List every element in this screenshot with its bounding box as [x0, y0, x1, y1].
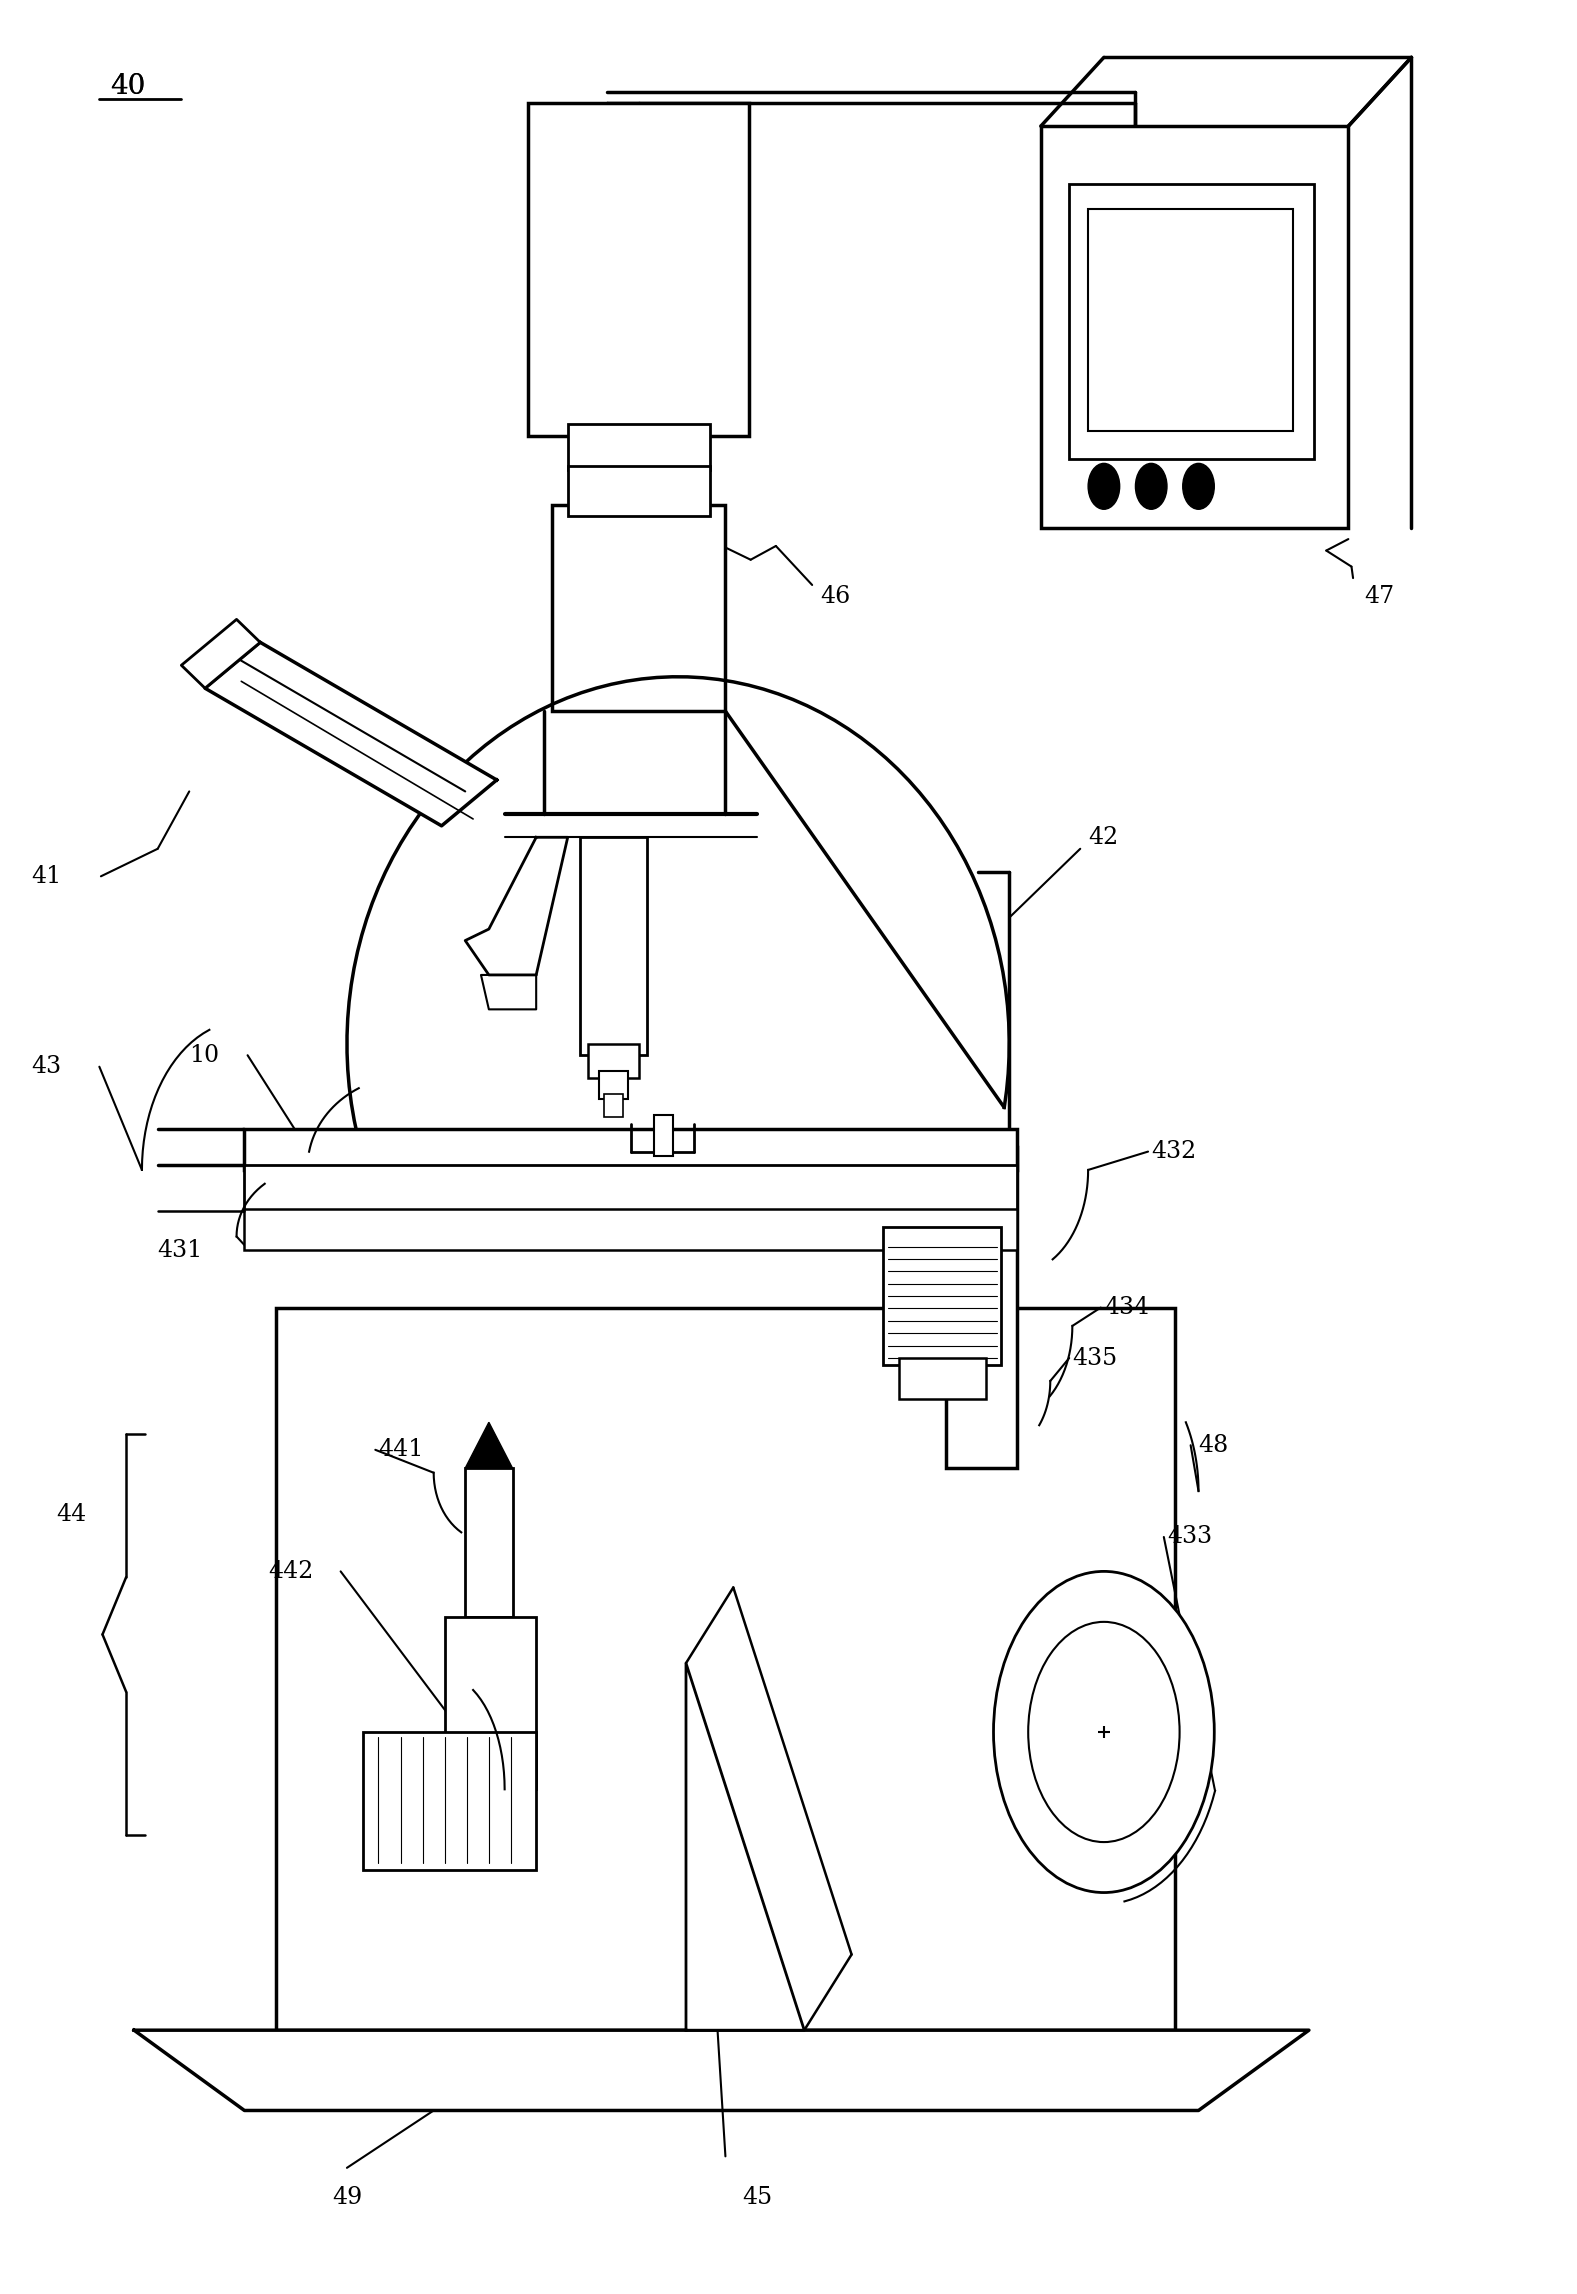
Bar — [654, 1115, 673, 1156]
Polygon shape — [205, 642, 497, 826]
Polygon shape — [481, 975, 536, 1009]
Bar — [363, 1732, 536, 1870]
Text: 10: 10 — [189, 1044, 219, 1067]
Bar — [588, 1044, 639, 1078]
Text: 441: 441 — [378, 1438, 424, 1461]
Bar — [899, 1358, 986, 1399]
Bar — [568, 424, 710, 470]
Bar — [1069, 184, 1314, 459]
Bar — [883, 1227, 1001, 1365]
Circle shape — [994, 1571, 1214, 1893]
Bar — [528, 103, 749, 436]
Bar — [946, 1147, 1017, 1468]
Text: 442: 442 — [268, 1560, 314, 1583]
Text: 432: 432 — [1151, 1140, 1197, 1163]
Text: 40: 40 — [110, 73, 145, 101]
Text: 40: 40 — [110, 73, 145, 101]
Bar — [568, 466, 710, 516]
Bar — [445, 1617, 536, 1789]
Polygon shape — [465, 837, 568, 975]
Bar — [604, 1094, 623, 1117]
Bar — [465, 1468, 513, 1617]
Polygon shape — [465, 1422, 513, 1468]
Polygon shape — [686, 1663, 804, 2030]
Text: 48: 48 — [1199, 1434, 1228, 1457]
Bar — [244, 1209, 1017, 1250]
Polygon shape — [347, 711, 1009, 1262]
Polygon shape — [134, 2030, 1309, 2110]
Bar — [244, 1165, 1017, 1211]
Circle shape — [1135, 463, 1167, 509]
Circle shape — [1028, 1622, 1180, 1842]
Circle shape — [1183, 463, 1214, 509]
Bar — [276, 1308, 1175, 2030]
Bar — [580, 837, 647, 1055]
Text: 42: 42 — [1088, 826, 1118, 849]
Polygon shape — [181, 619, 260, 688]
Text: 43: 43 — [32, 1055, 62, 1078]
Text: 431: 431 — [158, 1239, 203, 1262]
Bar — [1088, 209, 1293, 431]
Text: 41: 41 — [32, 865, 62, 888]
Text: 49: 49 — [331, 2186, 363, 2209]
Bar — [244, 1129, 1017, 1170]
Bar — [552, 505, 725, 711]
Text: 45: 45 — [741, 2186, 773, 2209]
Text: 433: 433 — [1167, 1526, 1213, 1548]
Bar — [599, 1071, 628, 1099]
Bar — [1041, 126, 1348, 528]
Text: 44: 44 — [57, 1503, 87, 1526]
Text: 46: 46 — [820, 585, 850, 608]
Circle shape — [1088, 463, 1120, 509]
Text: 435: 435 — [1072, 1347, 1118, 1370]
Text: 434: 434 — [1104, 1296, 1150, 1319]
Text: 47: 47 — [1364, 585, 1394, 608]
